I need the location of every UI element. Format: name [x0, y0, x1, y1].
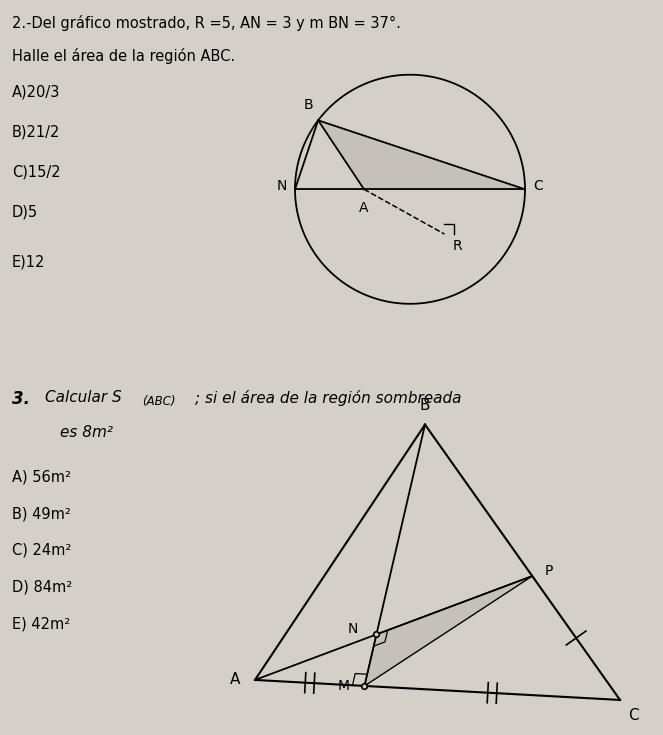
- Text: N: N: [348, 623, 359, 637]
- Text: A)20/3: A)20/3: [12, 85, 60, 100]
- Text: (ABC): (ABC): [142, 395, 176, 407]
- Text: Calcular S: Calcular S: [45, 390, 121, 404]
- Text: M: M: [337, 679, 349, 693]
- Text: B: B: [420, 398, 430, 412]
- Text: Halle el área de la región ABC.: Halle el área de la región ABC.: [12, 48, 235, 64]
- Text: D)5: D)5: [12, 204, 38, 219]
- Text: N: N: [276, 179, 287, 193]
- Text: D) 84m²: D) 84m²: [12, 580, 72, 595]
- Text: E)12: E)12: [12, 254, 45, 269]
- Text: es 8m²: es 8m²: [60, 425, 113, 440]
- Text: P: P: [544, 564, 553, 578]
- Text: ; si el área de la región sombreada: ; si el área de la región sombreada: [195, 390, 461, 406]
- Text: E) 42m²: E) 42m²: [12, 617, 70, 632]
- Text: C)15/2: C)15/2: [12, 165, 60, 179]
- Text: B: B: [304, 98, 313, 112]
- Polygon shape: [365, 576, 532, 686]
- Text: A: A: [359, 201, 369, 215]
- Text: B) 49m²: B) 49m²: [12, 506, 71, 522]
- Text: C: C: [628, 708, 638, 723]
- Text: 3.: 3.: [12, 390, 30, 407]
- Polygon shape: [318, 121, 525, 190]
- Text: C) 24m²: C) 24m²: [12, 542, 72, 558]
- Text: C: C: [533, 179, 543, 193]
- Text: A) 56m²: A) 56m²: [12, 470, 71, 484]
- Text: 2.-Del gráfico mostrado, R =5, AN = 3 y m BN = 37°.: 2.-Del gráfico mostrado, R =5, AN = 3 y …: [12, 15, 401, 31]
- Text: A: A: [229, 673, 240, 687]
- Text: B)21/2: B)21/2: [12, 124, 60, 140]
- Text: R: R: [453, 239, 462, 253]
